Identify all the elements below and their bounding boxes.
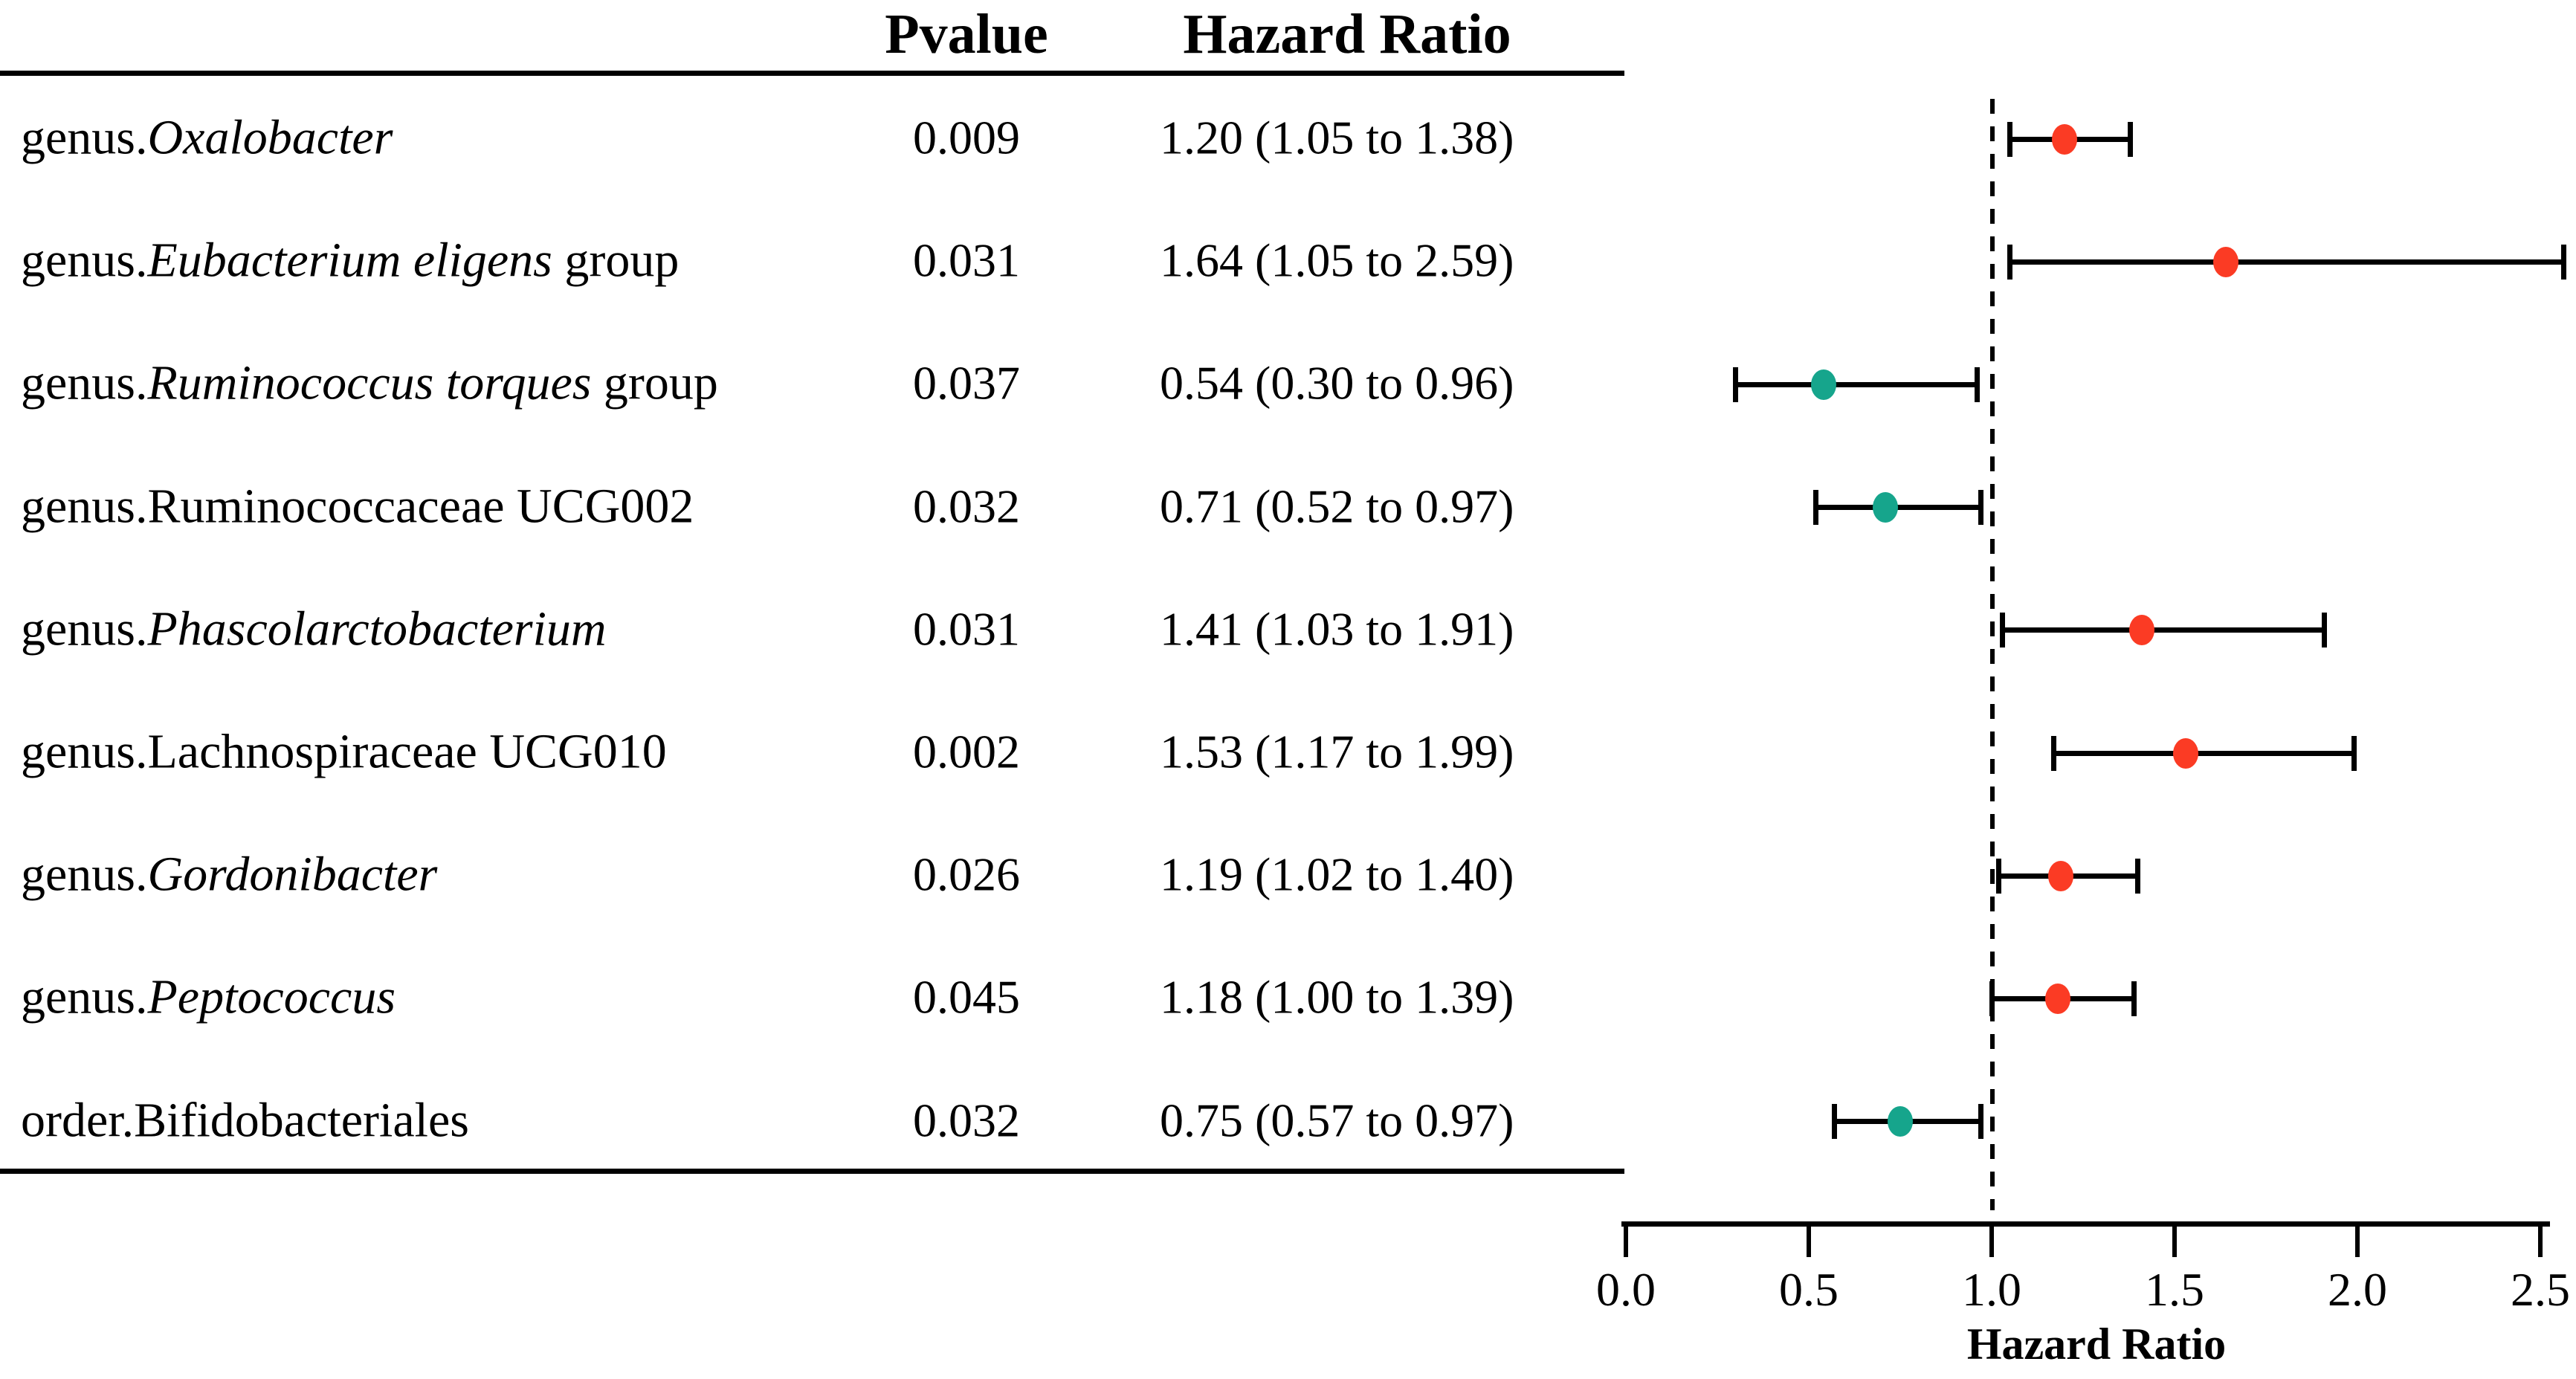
hr-point [2128, 615, 2154, 646]
x-axis-tick [2538, 1221, 2543, 1257]
ci-line [2053, 750, 2354, 756]
ci-cap-low [2000, 613, 2006, 648]
ci-cap-high [1974, 366, 1980, 402]
x-axis-tick-label: 1.5 [2145, 1263, 2204, 1316]
hazard-ratio-cell: 0.75 (0.57 to 0.97) [1160, 1094, 1514, 1147]
pvalue-cell: 0.009 [913, 111, 1020, 164]
ci-line [1735, 381, 1978, 387]
column-header-pvalue: Pvalue [885, 3, 1048, 65]
pvalue-cell: 0.031 [913, 602, 1020, 656]
taxon-label-part: Gordonibacter [147, 847, 438, 902]
x-axis-tick [1989, 1221, 1994, 1257]
hr-point [1810, 369, 1836, 400]
ci-line [1815, 505, 1981, 511]
ci-cap-low [1831, 1104, 1837, 1140]
ci-cap-high [2131, 981, 2137, 1016]
taxon-label-part: genus. [21, 970, 148, 1025]
ci-cap-low [2007, 121, 2013, 157]
taxon-label-part: Phascolarctobacterium [147, 601, 607, 656]
ci-cap-high [1978, 490, 1983, 526]
x-axis-tick-label: 0.5 [1779, 1263, 1839, 1316]
taxon-label-part: genus.Lachnospiraceae UCG010 [21, 724, 667, 779]
x-axis-tick [2172, 1221, 2177, 1257]
taxon-label-part: genus. [21, 601, 148, 656]
pvalue-cell: 0.032 [913, 479, 1020, 533]
x-axis-tick [1624, 1221, 1628, 1257]
hazard-ratio-cell: 1.19 (1.02 to 1.40) [1160, 847, 1514, 901]
taxon-label-part: genus.Ruminococcaceae UCG002 [21, 479, 694, 534]
ci-cap-low [2051, 735, 2057, 771]
hazard-ratio-cell: 1.20 (1.05 to 1.38) [1160, 111, 1514, 164]
taxon-label: order.Bifidobacteriales [21, 1096, 469, 1145]
ci-cap-high [2128, 121, 2134, 157]
hr-point [1888, 1106, 1913, 1137]
hazard-ratio-cell: 1.64 (1.05 to 2.59) [1160, 233, 1514, 287]
taxon-label-part: genus. [21, 233, 148, 288]
taxon-label: genus.Peptococcus [21, 973, 396, 1022]
taxon-label: genus.Oxalobacter [21, 110, 393, 165]
ci-cap-high [2351, 735, 2357, 771]
ci-cap-low [1989, 981, 1995, 1016]
taxon-label: genus.Ruminococcaceae UCG002 [21, 482, 694, 531]
x-axis-tick-label: 1.0 [1962, 1263, 2021, 1316]
taxon-label: genus.Eubacterium eligens group [21, 236, 679, 285]
taxon-label: genus.Lachnospiraceae UCG010 [21, 724, 667, 779]
ci-cap-low [1996, 858, 2002, 894]
taxon-label-part: Ruminococcus torques [147, 356, 592, 411]
taxon-label-part: group [552, 233, 679, 288]
hazard-ratio-cell: 0.54 (0.30 to 0.96) [1160, 357, 1514, 410]
x-axis-tick-label: 2.5 [2511, 1263, 2570, 1316]
ci-cap-low [2007, 244, 2013, 280]
ci-cap-high [2322, 613, 2328, 648]
column-header-hazard-ratio: Hazard Ratio [1183, 3, 1511, 65]
taxon-label-part: genus. [21, 110, 148, 165]
hazard-ratio-cell: 0.71 (0.52 to 0.97) [1160, 479, 1514, 533]
x-axis-tick [1807, 1221, 1811, 1257]
hr-point [2052, 123, 2078, 155]
ci-line [2002, 627, 2325, 633]
hazard-ratio-cell: 1.18 (1.00 to 1.39) [1160, 971, 1514, 1024]
taxon-label: genus.Phascolarctobacterium [21, 604, 607, 653]
hr-point [1873, 492, 1899, 523]
pvalue-cell: 0.026 [913, 847, 1020, 901]
pvalue-cell: 0.031 [913, 233, 1020, 287]
ci-cap-low [1733, 366, 1739, 402]
reference-line-hr1 [1990, 99, 1995, 1210]
pvalue-cell: 0.037 [913, 357, 1020, 410]
taxon-label-part: order.Bifidobacteriales [21, 1093, 469, 1148]
taxon-label-part: Eubacterium eligens [147, 233, 552, 288]
ci-cap-high [2560, 244, 2566, 280]
hr-point [2172, 737, 2198, 769]
x-axis-tick [2355, 1221, 2360, 1257]
x-axis-line [1621, 1221, 2550, 1227]
taxon-label-part: group [591, 356, 718, 411]
taxon-label-part: Oxalobacter [147, 110, 393, 165]
table-bottom-rule [0, 1169, 1624, 1174]
ci-cap-low [1813, 490, 1819, 526]
ci-cap-high [1978, 1104, 1983, 1140]
x-axis-tick-label: 0.0 [1596, 1263, 1656, 1316]
pvalue-cell: 0.032 [913, 1094, 1020, 1147]
hazard-ratio-cell: 1.53 (1.17 to 1.99) [1160, 725, 1514, 778]
taxon-label-part: Peptococcus [147, 970, 396, 1025]
taxon-label: genus.Gordonibacter [21, 850, 437, 900]
ci-line [2010, 259, 2563, 265]
taxon-label: genus.Ruminococcus torques group [21, 359, 718, 408]
hr-point [2212, 246, 2238, 277]
x-axis-tick-label: 2.0 [2328, 1263, 2387, 1316]
x-axis-title: Hazard Ratio [1966, 1320, 2227, 1369]
taxon-label-part: genus. [21, 356, 148, 411]
table-top-rule [0, 71, 1624, 76]
hr-point [2048, 860, 2074, 891]
taxon-label-part: genus. [21, 847, 148, 902]
hr-point [2044, 983, 2070, 1014]
pvalue-cell: 0.045 [913, 971, 1020, 1024]
pvalue-cell: 0.002 [913, 725, 1020, 778]
hazard-ratio-cell: 1.41 (1.03 to 1.91) [1160, 602, 1514, 656]
ci-cap-high [2135, 858, 2141, 894]
